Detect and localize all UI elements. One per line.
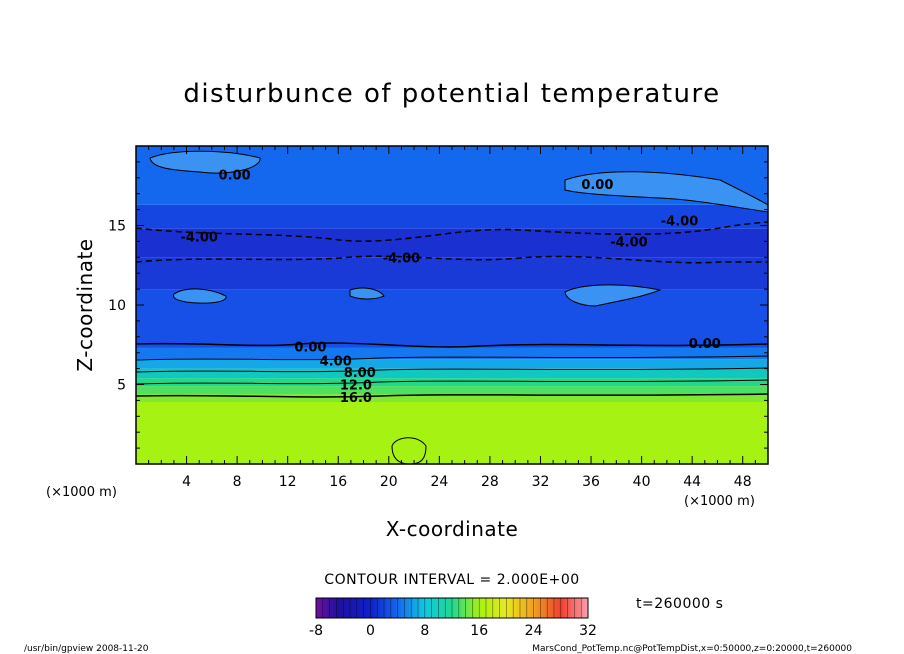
heatmap-band-8 [136, 257, 768, 290]
contour-label-4: -4.00 [610, 235, 647, 250]
y-tick-label-10: 10 [108, 298, 126, 314]
y-ticks: 5 10 15 [108, 161, 768, 449]
colorbar-tick-0: -8 [309, 623, 323, 639]
colorbar-tick-2: 8 [420, 623, 429, 639]
x-tick-label-32: 32 [532, 474, 550, 490]
patch-left-mid [173, 288, 227, 304]
heatmap-band-10 [136, 204, 768, 229]
x-tick-label-48: 48 [734, 474, 752, 490]
x-tick-label-12: 12 [279, 474, 297, 490]
colorbar-tick-5: 32 [579, 623, 597, 639]
contour-label-8: 4.00 [320, 355, 352, 370]
x-axis-label: X-coordinate [386, 517, 519, 541]
time-label: t=260000 s [636, 596, 723, 612]
x-tick-label-16: 16 [329, 474, 347, 490]
x-tick-label-24: 24 [430, 474, 448, 490]
contour-label-6: 0.00 [294, 340, 326, 355]
cold-cloud-top-left [149, 150, 261, 174]
contour-8 [136, 367, 768, 373]
patch-center-mid [349, 287, 385, 300]
heatmap-features [136, 150, 768, 464]
contour-label-10: 12.0 [340, 379, 372, 394]
colorbar-tick-4: 24 [525, 623, 543, 639]
patch-bottom-center [391, 437, 427, 464]
x-tick-label-8: 8 [233, 474, 242, 490]
y-axis-label: Z-coordinate [73, 238, 97, 371]
contour-cold-core-lower [136, 255, 768, 264]
patch-right-mid [564, 284, 662, 307]
heatmap-band-0 [136, 401, 768, 464]
contour-4 [136, 355, 768, 361]
heatmap-band-2 [136, 386, 768, 395]
contour-label-11: 16.0 [340, 391, 372, 406]
contour-label-2: -4.00 [661, 215, 698, 230]
footer-left: /usr/bin/gpview 2008-11-20 [24, 644, 149, 654]
x-tick-label-40: 40 [633, 474, 651, 490]
colorbar-tick-1: 0 [366, 623, 375, 639]
x-tick-label-36: 36 [582, 474, 600, 490]
heatmap-band-4 [136, 368, 768, 379]
x-tick-label-44: 44 [683, 474, 701, 490]
contour-label-0: 0.00 [219, 169, 251, 184]
contour-label-1: 0.00 [581, 178, 613, 193]
x-ticks: 4 8 12 16 20 24 28 32 36 40 44 48 [148, 146, 756, 490]
contour-label-5: -4.00 [383, 251, 420, 266]
contour-zero-low [136, 342, 768, 348]
contour-label-9: 8.00 [344, 366, 376, 381]
chart-title: disturbunce of potential temperature [183, 79, 720, 109]
x-tick-label-28: 28 [481, 474, 499, 490]
contour-label-3: -4.00 [180, 231, 217, 246]
heatmap-band-5 [136, 359, 768, 369]
x-tick-label-4: 4 [182, 474, 191, 490]
x-unit-right: (×1000 m) [684, 494, 755, 509]
footer-right: MarsCond_PotTemp.nc@PotTempDist,x=0:5000… [532, 644, 852, 654]
contour-16 [136, 393, 768, 398]
heatmap-band-9 [136, 228, 768, 258]
x-tick-label-20: 20 [380, 474, 398, 490]
heatmap-band-7 [136, 289, 768, 348]
cold-cloud-top-right [564, 171, 768, 213]
y-tick-label-15: 15 [108, 219, 126, 235]
contour-12 [136, 379, 768, 385]
heatmap-band-1 [136, 394, 768, 402]
contour-labels: 0.000.00-4.00-4.00 -4.00-4.000.00 0.004.00… [180, 169, 720, 407]
colorbar-tick-3: 16 [470, 623, 488, 639]
heatmap-band-3 [136, 378, 768, 387]
heatmap-band-6 [136, 347, 768, 360]
colorbar-ticks: -8 0 8 16 24 32 [309, 598, 597, 639]
y-tick-label-5: 5 [117, 378, 126, 394]
contour-label-7: 0.00 [689, 337, 721, 352]
contour-interval-label: CONTOUR INTERVAL = 2.000E+00 [324, 572, 579, 588]
contour-cold-core-upper [136, 221, 768, 242]
x-unit-left: (×1000 m) [46, 485, 117, 500]
